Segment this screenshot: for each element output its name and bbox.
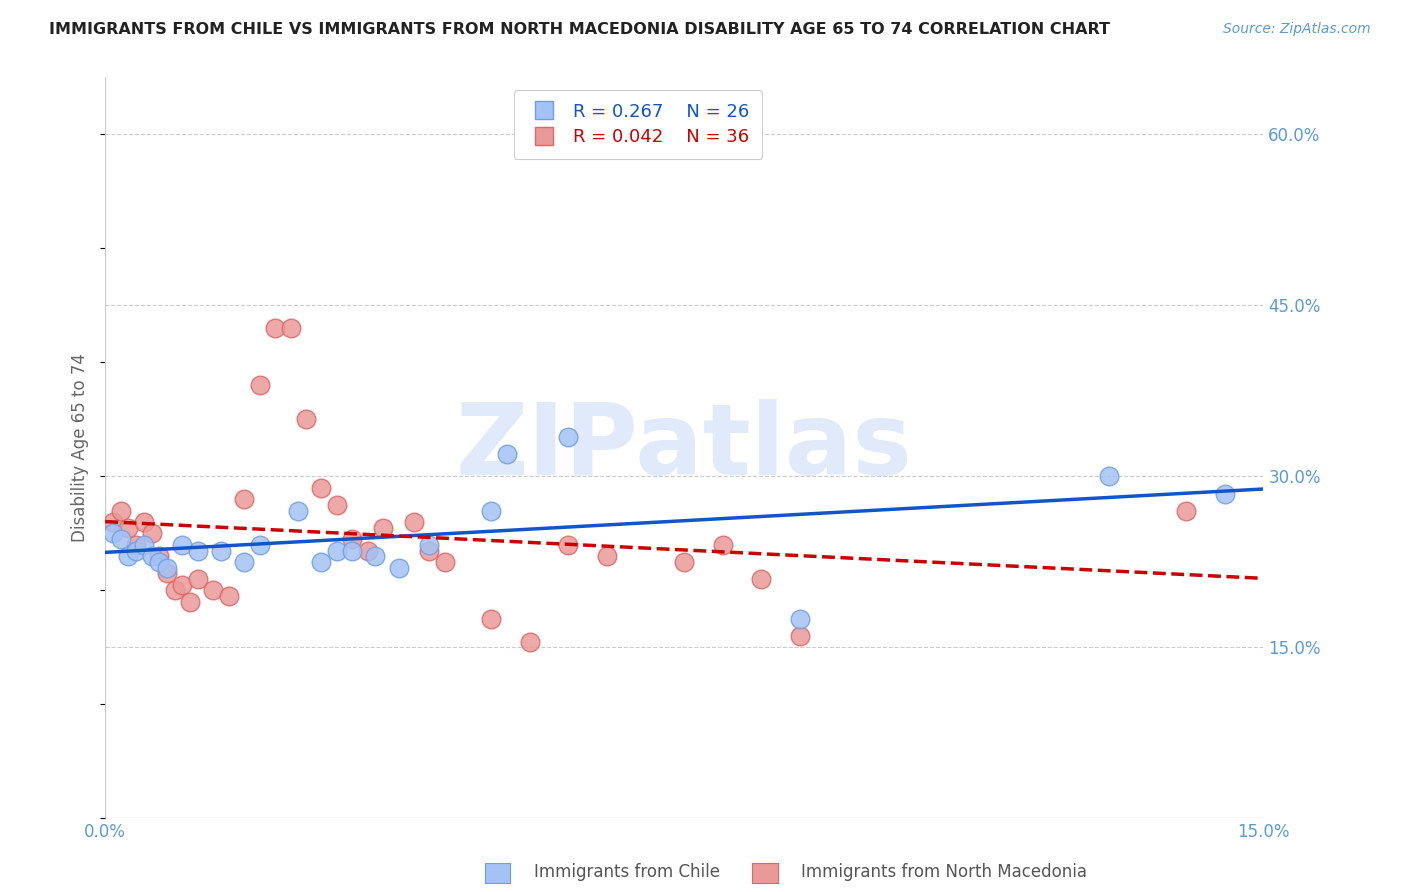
Point	[373, 521, 395, 535]
Point	[557, 429, 579, 443]
Point	[402, 515, 425, 529]
Point	[156, 566, 179, 581]
Point	[125, 538, 148, 552]
Point	[364, 549, 387, 564]
Point	[141, 549, 163, 564]
Point	[148, 549, 170, 564]
Y-axis label: Disability Age 65 to 74: Disability Age 65 to 74	[72, 353, 89, 542]
Point	[179, 595, 201, 609]
Point	[141, 526, 163, 541]
Point	[187, 543, 209, 558]
Point	[596, 549, 619, 564]
Point	[132, 515, 155, 529]
Point	[711, 538, 734, 552]
Point	[172, 538, 194, 552]
Point	[187, 572, 209, 586]
Point	[751, 572, 773, 586]
Point	[172, 578, 194, 592]
Point	[342, 543, 364, 558]
Point	[295, 412, 318, 426]
Point	[479, 612, 502, 626]
Point	[110, 503, 132, 517]
Point	[1175, 503, 1198, 517]
Point	[1098, 469, 1121, 483]
Point	[495, 447, 517, 461]
Point	[110, 532, 132, 546]
Text: Immigrants from Chile: Immigrants from Chile	[534, 863, 720, 881]
Point	[148, 555, 170, 569]
Point	[433, 555, 456, 569]
Text: ZIPatlas: ZIPatlas	[456, 400, 912, 497]
Point	[280, 321, 302, 335]
Point	[156, 560, 179, 574]
Point	[249, 538, 271, 552]
Point	[673, 555, 696, 569]
Point	[287, 503, 309, 517]
Point	[311, 481, 333, 495]
Point	[117, 521, 139, 535]
Point	[311, 555, 333, 569]
Point	[233, 555, 256, 569]
Point	[209, 543, 232, 558]
Point	[125, 543, 148, 558]
Text: IMMIGRANTS FROM CHILE VS IMMIGRANTS FROM NORTH MACEDONIA DISABILITY AGE 65 TO 74: IMMIGRANTS FROM CHILE VS IMMIGRANTS FROM…	[49, 22, 1111, 37]
Point	[202, 583, 225, 598]
Point	[264, 321, 287, 335]
Text: Source: ZipAtlas.com: Source: ZipAtlas.com	[1223, 22, 1371, 37]
Point	[117, 549, 139, 564]
Point	[132, 538, 155, 552]
Point	[218, 589, 240, 603]
Point	[1213, 486, 1236, 500]
Legend: R = 0.267    N = 26, R = 0.042    N = 36: R = 0.267 N = 26, R = 0.042 N = 36	[513, 90, 762, 159]
Text: Immigrants from North Macedonia: Immigrants from North Macedonia	[801, 863, 1087, 881]
Point	[249, 378, 271, 392]
Point	[789, 612, 811, 626]
Point	[557, 538, 579, 552]
Point	[233, 492, 256, 507]
Point	[519, 634, 541, 648]
Point	[342, 532, 364, 546]
Point	[326, 498, 349, 512]
Point	[163, 583, 186, 598]
Point	[418, 538, 440, 552]
Point	[326, 543, 349, 558]
Point	[418, 543, 440, 558]
Point	[101, 515, 124, 529]
Point	[101, 526, 124, 541]
Point	[388, 560, 411, 574]
Point	[789, 629, 811, 643]
Point	[357, 543, 380, 558]
Point	[479, 503, 502, 517]
